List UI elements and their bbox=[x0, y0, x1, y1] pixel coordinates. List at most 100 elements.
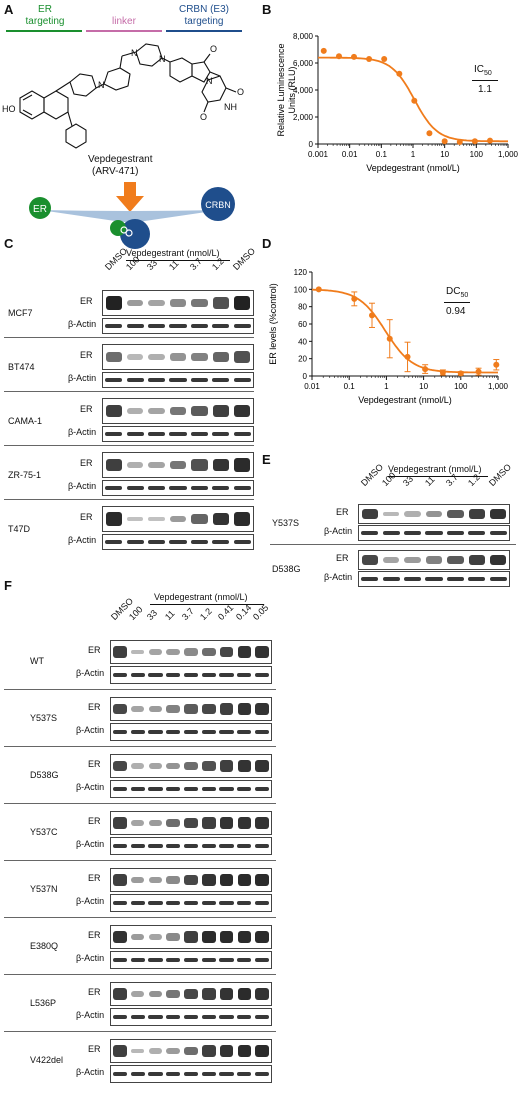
er-band bbox=[105, 296, 122, 310]
panel-f-dose-header: Vepdegestrant (nmol/L) bbox=[154, 592, 248, 602]
actin-band bbox=[201, 673, 216, 677]
er-band bbox=[130, 763, 145, 769]
x-tick-label: 0.1 bbox=[376, 150, 388, 159]
actin-band bbox=[183, 958, 199, 962]
dc50-annotation: DC50 bbox=[446, 286, 468, 299]
actin-band bbox=[183, 1072, 199, 1076]
actin-band bbox=[255, 844, 270, 848]
lane-label: 33 bbox=[144, 607, 159, 622]
er-blot-strip bbox=[102, 398, 254, 424]
o-atom-label-1: O bbox=[210, 44, 217, 54]
actin-band bbox=[219, 958, 234, 962]
er-band bbox=[113, 646, 127, 658]
actin-band bbox=[105, 486, 123, 490]
lane-label: 0.41 bbox=[215, 602, 236, 622]
actin-band bbox=[166, 1015, 181, 1019]
er-row-label: ER bbox=[80, 458, 93, 468]
y-axis-label: Relative LuminescenceUnits (RLU) bbox=[276, 43, 297, 136]
er-band bbox=[202, 817, 216, 829]
actin-band bbox=[201, 787, 216, 791]
actin-band bbox=[237, 844, 252, 848]
er-blot-strip bbox=[102, 452, 254, 478]
er-band bbox=[166, 933, 180, 941]
er-band bbox=[361, 509, 378, 519]
er-band bbox=[166, 818, 180, 828]
actin-band bbox=[255, 1015, 270, 1019]
y-tick-label: 0 bbox=[309, 140, 314, 149]
er-band bbox=[255, 988, 269, 1000]
y-tick-label: 120 bbox=[294, 268, 308, 277]
actin-band bbox=[237, 1072, 252, 1076]
row-separator bbox=[4, 974, 276, 975]
er-band bbox=[113, 988, 127, 1000]
protac-mechanism-diagram: ER CRBN bbox=[29, 182, 235, 249]
actin-band bbox=[219, 1015, 234, 1019]
crbn-circle-label: CRBN bbox=[205, 200, 231, 210]
er-blot-strip bbox=[110, 982, 272, 1006]
er-blot-strip bbox=[358, 550, 510, 570]
x-axis-label: Vepdegestrant (nmol/L) bbox=[366, 163, 460, 173]
actin-band bbox=[130, 1015, 145, 1019]
actin-blot-strip bbox=[110, 1008, 272, 1026]
ic50-rule bbox=[472, 80, 498, 81]
actin-band bbox=[183, 844, 199, 848]
er-band bbox=[255, 817, 269, 829]
data-point bbox=[335, 53, 342, 60]
x-tick-label: 1 bbox=[411, 150, 416, 159]
actin-band bbox=[219, 844, 234, 848]
actin-band bbox=[130, 730, 145, 734]
y-axis-label: ER levels (%control) bbox=[268, 283, 278, 365]
ternary-crbn-circle bbox=[120, 219, 150, 249]
actin-band bbox=[183, 1015, 199, 1019]
er-band bbox=[169, 460, 187, 470]
er-band bbox=[166, 648, 180, 656]
actin-band bbox=[112, 958, 127, 962]
y-tick-label: 0 bbox=[303, 372, 308, 381]
actin-band bbox=[148, 540, 166, 544]
er-blot-strip bbox=[102, 506, 254, 532]
actin-band bbox=[233, 540, 251, 544]
er-blot-strip bbox=[102, 290, 254, 316]
panel-c-dose-header: Vepdegestrant (nmol/L) bbox=[126, 248, 220, 258]
actin-band bbox=[489, 577, 507, 581]
cell-line-label: V422del bbox=[30, 1055, 64, 1065]
ic50-annotation: IC50 bbox=[474, 64, 492, 77]
dc50-subscript: 50 bbox=[460, 292, 469, 299]
er-targeting-line2: targeting bbox=[25, 16, 65, 27]
actin-row-label: β-Actin bbox=[76, 1067, 105, 1077]
er-band bbox=[184, 1046, 198, 1056]
actin-row-label: β-Actin bbox=[76, 896, 105, 906]
er-blot-strip bbox=[102, 344, 254, 370]
data-point bbox=[386, 335, 393, 342]
panel-e-label: E bbox=[262, 452, 271, 467]
er-row-label: ER bbox=[80, 512, 93, 522]
actin-band bbox=[219, 1072, 234, 1076]
lane-label: 1.2 bbox=[209, 256, 226, 272]
er-band bbox=[169, 406, 187, 416]
er-row-label: ER bbox=[336, 553, 349, 563]
actin-band bbox=[361, 577, 379, 581]
data-point bbox=[493, 361, 500, 368]
crbn-targeting-label: CRBN (E3) targeting bbox=[166, 4, 242, 28]
actin-band bbox=[126, 540, 144, 544]
actin-band bbox=[105, 324, 123, 328]
actin-band bbox=[201, 844, 216, 848]
actin-band bbox=[489, 531, 507, 535]
actin-band bbox=[126, 432, 144, 436]
actin-band bbox=[148, 378, 166, 382]
x-tick-label: 0.1 bbox=[344, 382, 356, 391]
actin-band bbox=[105, 432, 123, 436]
er-band bbox=[113, 931, 127, 943]
er-band bbox=[105, 512, 122, 526]
actin-band bbox=[112, 730, 127, 734]
er-band bbox=[219, 760, 234, 772]
actin-band bbox=[190, 324, 208, 328]
n-atom-label-4: N bbox=[206, 76, 213, 86]
linker-label: linker bbox=[112, 16, 136, 27]
er-band bbox=[148, 461, 165, 469]
er-band bbox=[148, 705, 163, 713]
er-band bbox=[425, 510, 443, 518]
er-band bbox=[202, 874, 216, 886]
actin-row-label: β-Actin bbox=[68, 535, 97, 545]
er-band bbox=[148, 819, 163, 827]
